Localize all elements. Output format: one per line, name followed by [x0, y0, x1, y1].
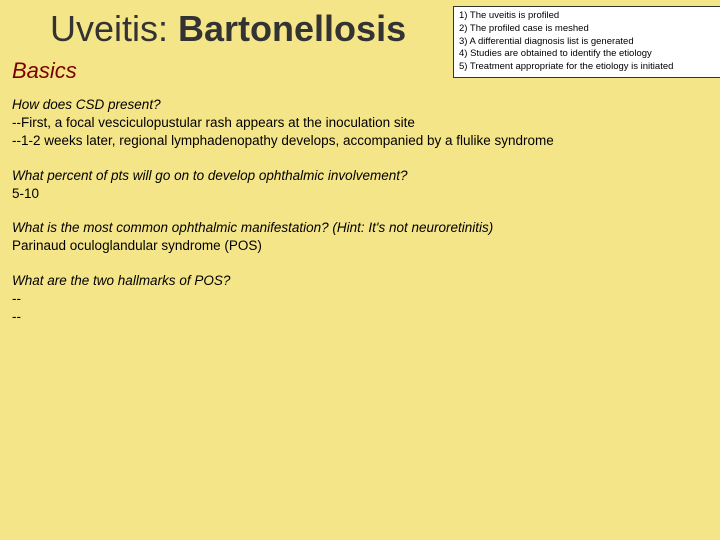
- answer-4b: --: [12, 308, 702, 326]
- body-text: How does CSD present? --First, a focal v…: [12, 96, 702, 342]
- slide-title: Uveitis: Bartonellosis: [50, 8, 406, 50]
- slide-subtitle: Basics: [12, 58, 77, 84]
- step-2: 2) The profiled case is meshed: [459, 23, 717, 36]
- answer-2: 5-10: [12, 185, 702, 203]
- title-prefix: Uveitis:: [50, 8, 178, 49]
- step-1: 1) The uveitis is profiled: [459, 10, 717, 23]
- answer-1a: --First, a focal vesciculopustular rash …: [12, 114, 702, 132]
- answer-3: Parinaud oculoglandular syndrome (POS): [12, 237, 702, 255]
- qa-block-4: What are the two hallmarks of POS? -- --: [12, 272, 702, 327]
- question-1: How does CSD present?: [12, 96, 702, 114]
- qa-block-2: What percent of pts will go on to develo…: [12, 167, 702, 203]
- step-5: 5) Treatment appropriate for the etiolog…: [459, 61, 717, 74]
- question-2: What percent of pts will go on to develo…: [12, 167, 702, 185]
- answer-1b: --1-2 weeks later, regional lymphadenopa…: [12, 132, 702, 150]
- steps-box: 1) The uveitis is profiled 2) The profil…: [453, 6, 720, 78]
- answer-4a: --: [12, 290, 702, 308]
- question-3: What is the most common ophthalmic manif…: [12, 219, 702, 237]
- step-3: 3) A differential diagnosis list is gene…: [459, 36, 717, 49]
- qa-block-3: What is the most common ophthalmic manif…: [12, 219, 702, 255]
- qa-block-1: How does CSD present? --First, a focal v…: [12, 96, 702, 151]
- title-bold: Bartonellosis: [178, 8, 406, 49]
- question-4: What are the two hallmarks of POS?: [12, 272, 702, 290]
- step-4: 4) Studies are obtained to identify the …: [459, 48, 717, 61]
